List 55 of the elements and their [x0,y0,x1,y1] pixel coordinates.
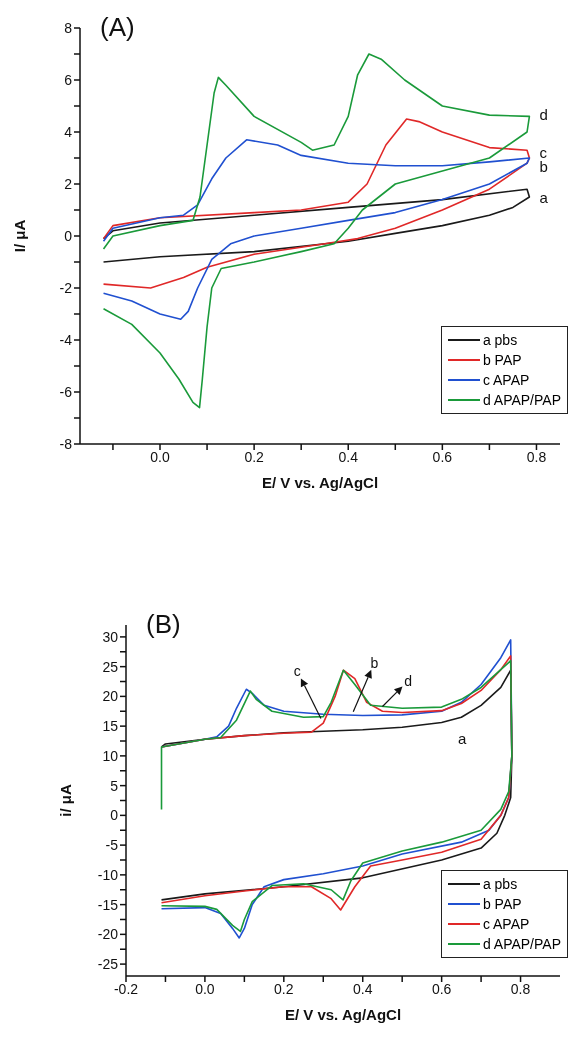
x-axis-title: E/ V vs. Ag/AgCl [284,1006,402,1023]
y-tick-label: 5 [110,777,119,794]
y-tick-label: 15 [102,718,119,735]
y-tick-label: -5 [105,837,119,854]
legend-label: b PAP [482,896,522,912]
x-tick-label: 0.4 [338,448,359,465]
y-tick-label: -8 [59,435,73,452]
y-tick-label: 6 [64,71,73,88]
legend-label: b PAP [482,352,522,368]
y-tick-label: 10 [102,747,119,764]
y-tick-label: 30 [102,628,119,645]
y-tick-label: 0 [110,807,119,824]
y-tick-label: 2 [64,175,73,192]
legend-label: c APAP [482,916,530,932]
x-tick-label: 0.2 [274,980,294,997]
y-tick-label: -10 [97,866,119,883]
annotation: a [458,730,467,747]
y-axis-title: i/ μA [57,784,75,817]
annotation: b [370,654,379,671]
y-tick-label: -6 [59,383,73,400]
legend-label: a pbs [482,332,518,348]
line-series [102,118,531,289]
chart-title: (B) [146,609,181,640]
legend-label: a pbs [482,876,518,892]
x-tick-label: 0.8 [526,448,547,465]
x-tick-label: 0.4 [352,980,373,997]
y-tick-label: -15 [97,896,119,913]
x-tick-label: 0.0 [195,980,215,997]
x-tick-label: 0.6 [431,980,452,997]
y-tick-label: 25 [102,658,119,675]
y-tick-label: -2 [59,279,73,296]
annotation: d [404,672,413,689]
line-series [102,139,531,320]
y-tick-label: 0 [64,227,73,244]
annotation: c [293,663,301,680]
line-series [102,188,531,263]
chart-title: (A) [100,12,135,43]
legend-label: d APAP/PAP [482,936,561,952]
legend-label: d APAP/PAP [482,392,561,408]
y-tick-label: -4 [59,331,73,348]
legend-label: c APAP [482,372,530,388]
annotation: d [539,105,548,123]
x-axis-title: E/ V vs. Ag/AgCl [261,474,379,491]
y-tick-label: 8 [64,19,73,36]
y-tick-label: -20 [97,926,119,943]
y-tick-label: -25 [97,956,119,973]
x-tick-label: 0.8 [510,980,531,997]
annotation: a [539,188,549,206]
y-tick-label: 4 [64,123,73,140]
y-tick-label: 20 [102,688,119,705]
x-tick-label: -0.2 [113,980,139,997]
x-tick-label: 0.0 [150,448,170,465]
x-tick-label: 0.6 [432,448,453,465]
x-tick-label: 0.2 [244,448,265,465]
y-axis-title: I/ μA [11,219,29,253]
